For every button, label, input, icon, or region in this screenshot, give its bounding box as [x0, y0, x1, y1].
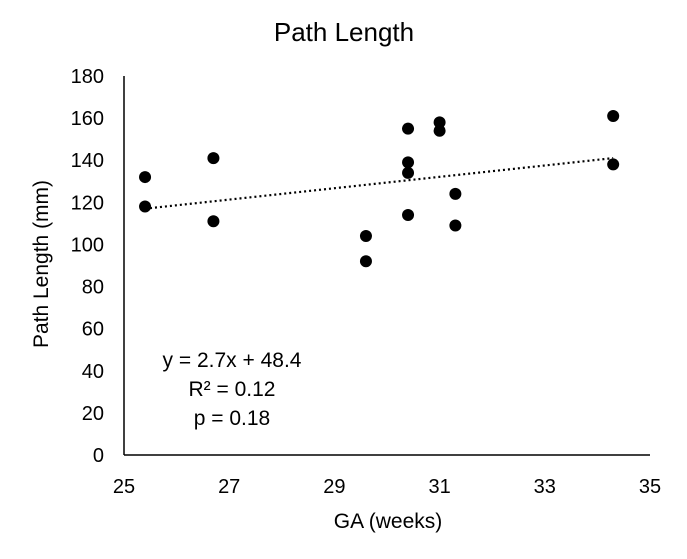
y-tick-label: 0 — [93, 445, 104, 467]
data-point — [433, 116, 446, 129]
data-point — [449, 219, 462, 232]
data-point — [402, 208, 415, 221]
y-tick-label: 60 — [82, 319, 104, 341]
data-point — [402, 156, 415, 169]
data-point — [359, 230, 372, 243]
x-axis-label: GA (weeks) — [334, 510, 443, 533]
x-tick-label: 35 — [639, 476, 661, 498]
x-tick-labels: 25 27 29 31 33 35 — [113, 476, 661, 498]
y-tick-label: 100 — [71, 234, 104, 256]
data-point — [207, 152, 220, 165]
x-tick-label: 29 — [323, 476, 345, 498]
x-tick-label: 31 — [428, 476, 450, 498]
data-point — [139, 200, 152, 213]
y-tick-label: 180 — [71, 66, 104, 88]
data-point — [607, 110, 620, 123]
p-value-label: p = 0.18 — [194, 407, 270, 430]
data-point — [402, 166, 415, 179]
y-tick-label: 160 — [71, 108, 104, 130]
data-point — [359, 255, 372, 268]
data-point — [607, 158, 620, 171]
data-point — [449, 187, 462, 200]
y-tick-label: 80 — [82, 277, 104, 299]
x-tick-label: 33 — [534, 476, 556, 498]
y-tick-label: 20 — [82, 403, 104, 425]
data-point — [402, 122, 415, 135]
trendline — [144, 157, 614, 210]
trendline-equation: y = 2.7x + 48.4 — [163, 349, 302, 372]
y-tick-label: 140 — [71, 150, 104, 172]
chart-title: Path Length — [274, 17, 414, 47]
y-tick-label: 40 — [82, 361, 104, 383]
r-squared-label: R² = 0.12 — [189, 378, 276, 401]
data-point — [139, 171, 152, 184]
data-point — [433, 124, 446, 137]
x-tick-label: 27 — [218, 476, 240, 498]
data-points — [139, 110, 620, 268]
x-tick-label: 25 — [113, 476, 135, 498]
y-tick-labels: 0 20 40 60 80 100 120 140 160 180 — [71, 66, 104, 467]
y-tick-label: 120 — [71, 192, 104, 214]
y-axis-label: Path Length (mm) — [30, 180, 53, 348]
data-point — [207, 215, 220, 228]
